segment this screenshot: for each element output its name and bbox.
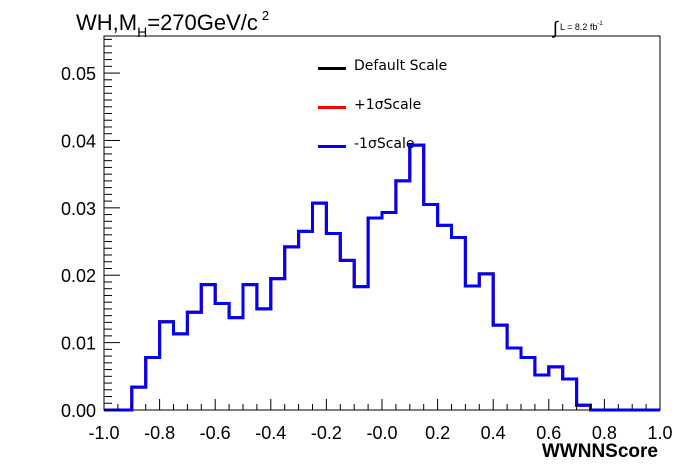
x-tick-label: -0.4	[255, 423, 286, 443]
x-tick-label: 0.2	[425, 423, 450, 443]
title-rest: =270GeV/c	[147, 10, 258, 35]
y-tick-label: 0.03	[61, 199, 96, 219]
x-tick-label: -0.2	[311, 423, 342, 443]
legend-label-default: Default Scale	[354, 58, 448, 74]
x-tick-label: 1.0	[647, 423, 672, 443]
title-subscript: H	[137, 24, 148, 40]
title-main: WH,M	[76, 10, 138, 35]
integral-symbol: ∫	[553, 18, 558, 38]
luminosity-label: ∫ L = 8.2 fb-1	[553, 18, 603, 39]
x-tick-label: 0.4	[481, 423, 506, 443]
legend-label-minus1sigma: -1σScale	[354, 136, 415, 152]
luminosity-text: L = 8.2 fb	[559, 22, 598, 32]
x-axis-label: WWNNScore	[541, 441, 658, 462]
series-line-1	[104, 143, 660, 412]
title-superscript: 2	[261, 8, 270, 23]
y-tick-label: 0.01	[61, 334, 96, 354]
legend-line-minus1sigma	[318, 145, 346, 148]
x-tick-label: 0.6	[536, 423, 561, 443]
x-tick-label: 0.8	[592, 423, 617, 443]
plot-frame	[103, 35, 661, 411]
chart-title: WH,MH=270GeV/c 2	[76, 8, 269, 40]
y-tick-label: 0.02	[61, 266, 96, 286]
y-tick-label: 0.05	[61, 64, 96, 84]
plot-area-border	[103, 35, 661, 411]
y-tick-label: 0.04	[61, 131, 96, 151]
series-line-0	[104, 143, 660, 412]
legend-line-plus1sigma	[318, 106, 346, 109]
y-tick-label: 0.00	[61, 401, 96, 421]
series-line-2	[104, 143, 660, 412]
x-tick-label: -0.8	[144, 423, 175, 443]
x-tick-label: -0.0	[366, 423, 397, 443]
x-tick-label: -0.6	[200, 423, 231, 443]
series-layer	[104, 143, 660, 412]
x-tick-label: -1.0	[88, 423, 119, 443]
legend-line-default	[318, 67, 346, 70]
legend-label-plus1sigma: +1σScale	[354, 97, 422, 113]
axis-layer: -1.0 -0.8 -0.6 -0.4 -0.2 -0.0 0.2 0.4 0.6 0.8 1.0 0…	[61, 38, 673, 443]
luminosity-superscript: -1	[597, 21, 603, 27]
